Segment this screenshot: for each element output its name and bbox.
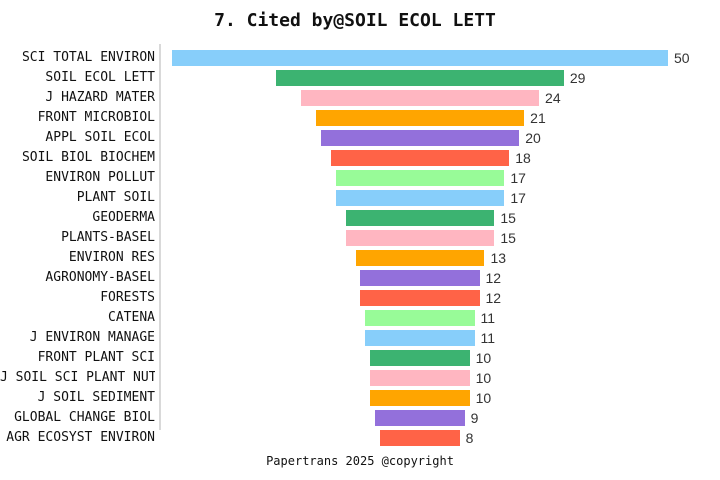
bar [345,230,495,246]
value-label: 21 [530,110,546,126]
bar [360,270,480,286]
value-label: 17 [510,170,526,186]
bar [300,90,540,106]
chart-row: FORESTS 12 [0,288,720,308]
bar [345,210,495,226]
value-label: 15 [500,210,516,226]
bar [355,250,485,266]
bar [330,150,510,166]
value-label: 8 [465,430,474,446]
category-label: GEODERMA [92,210,155,225]
value-label: 10 [475,350,492,366]
chart-row: J HAZARD MATER 24 [0,88,720,108]
chart-row: SOIL BIOL BIOCHEM 18 [0,148,720,168]
category-label: J SOIL SCI PLANT NUT [0,370,155,385]
bar [276,70,564,86]
y-axis-line [159,44,161,430]
bar [335,190,505,206]
chart-row: AGR ECOSYST ENVIRON 8 [0,428,720,448]
category-label: SOIL ECOL LETT [45,70,155,85]
value-label: 11 [480,310,496,326]
category-label: J SOIL SEDIMENT [37,390,155,405]
chart-row: SOIL ECOL LETT 29 [0,68,720,88]
chart-row: ENVIRON RES 13 [0,248,720,268]
category-label: AGRONOMY-BASEL [45,270,155,285]
value-label: 15 [500,230,516,246]
value-label: 20 [525,130,541,146]
bar [320,130,520,146]
chart-row: PLANT SOIL 17 [0,188,720,208]
value-label: 9 [470,410,479,426]
category-label: CATENA [108,310,155,325]
chart-row: J SOIL SCI PLANT NUT 10 [0,368,720,388]
category-label: PLANT SOIL [76,190,155,205]
chart-row: PLANTS-BASEL 15 [0,228,720,248]
category-label: J ENVIRON MANAGE [29,330,155,345]
bar [335,170,505,186]
category-label: ENVIRON POLLUT [45,170,155,185]
value-label: 10 [475,370,492,386]
chart-row: FRONT PLANT SCI 10 [0,348,720,368]
category-label: FORESTS [100,290,155,305]
category-label: GLOBAL CHANGE BIOL [14,410,155,425]
chart-title: 7. Cited by@SOIL ECOL LETT [214,10,496,31]
category-label: FRONT PLANT SCI [37,350,155,365]
chart-row: GLOBAL CHANGE BIOL 9 [0,408,720,428]
bar [365,310,475,326]
bar [370,350,470,366]
bar [370,390,470,406]
chart-row: AGRONOMY-BASEL 12 [0,268,720,288]
value-label: 12 [485,270,502,286]
value-label: 24 [545,90,561,106]
category-label: J HAZARD MATER [45,90,155,105]
category-label: PLANTS-BASEL [61,230,155,245]
bar [375,410,465,426]
bar [370,370,470,386]
chart-row: CATENA 11 [0,308,720,328]
value-label: 50 [674,50,690,66]
bar [172,50,668,66]
chart-row: FRONT MICROBIOL 21 [0,108,720,128]
chart-row: GEODERMA 15 [0,208,720,228]
category-label: AGR ECOSYST ENVIRON [6,430,155,445]
chart-row: SCI TOTAL ENVIRON 50 [0,48,720,68]
chart-row: J SOIL SEDIMENT 10 [0,388,720,408]
category-label: ENVIRON RES [68,250,155,265]
value-label: 18 [515,150,531,166]
value-label: 11 [480,330,496,346]
value-label: 10 [475,390,492,406]
chart-row: ENVIRON POLLUT 17 [0,168,720,188]
bar [360,290,480,306]
value-label: 13 [490,250,507,266]
value-label: 12 [485,290,502,306]
copyright-footer: Papertrans 2025 @copyright [266,454,454,468]
value-label: 17 [510,190,526,206]
category-label: SOIL BIOL BIOCHEM [21,150,155,165]
category-label: FRONT MICROBIOL [37,110,155,125]
value-label: 29 [569,70,586,86]
category-label: APPL SOIL ECOL [45,130,155,145]
category-label: SCI TOTAL ENVIRON [21,50,155,65]
bar [380,430,460,446]
bar [365,330,475,346]
chart-row: J ENVIRON MANAGE 11 [0,328,720,348]
chart-row: APPL SOIL ECOL 20 [0,128,720,148]
bar [315,110,525,126]
